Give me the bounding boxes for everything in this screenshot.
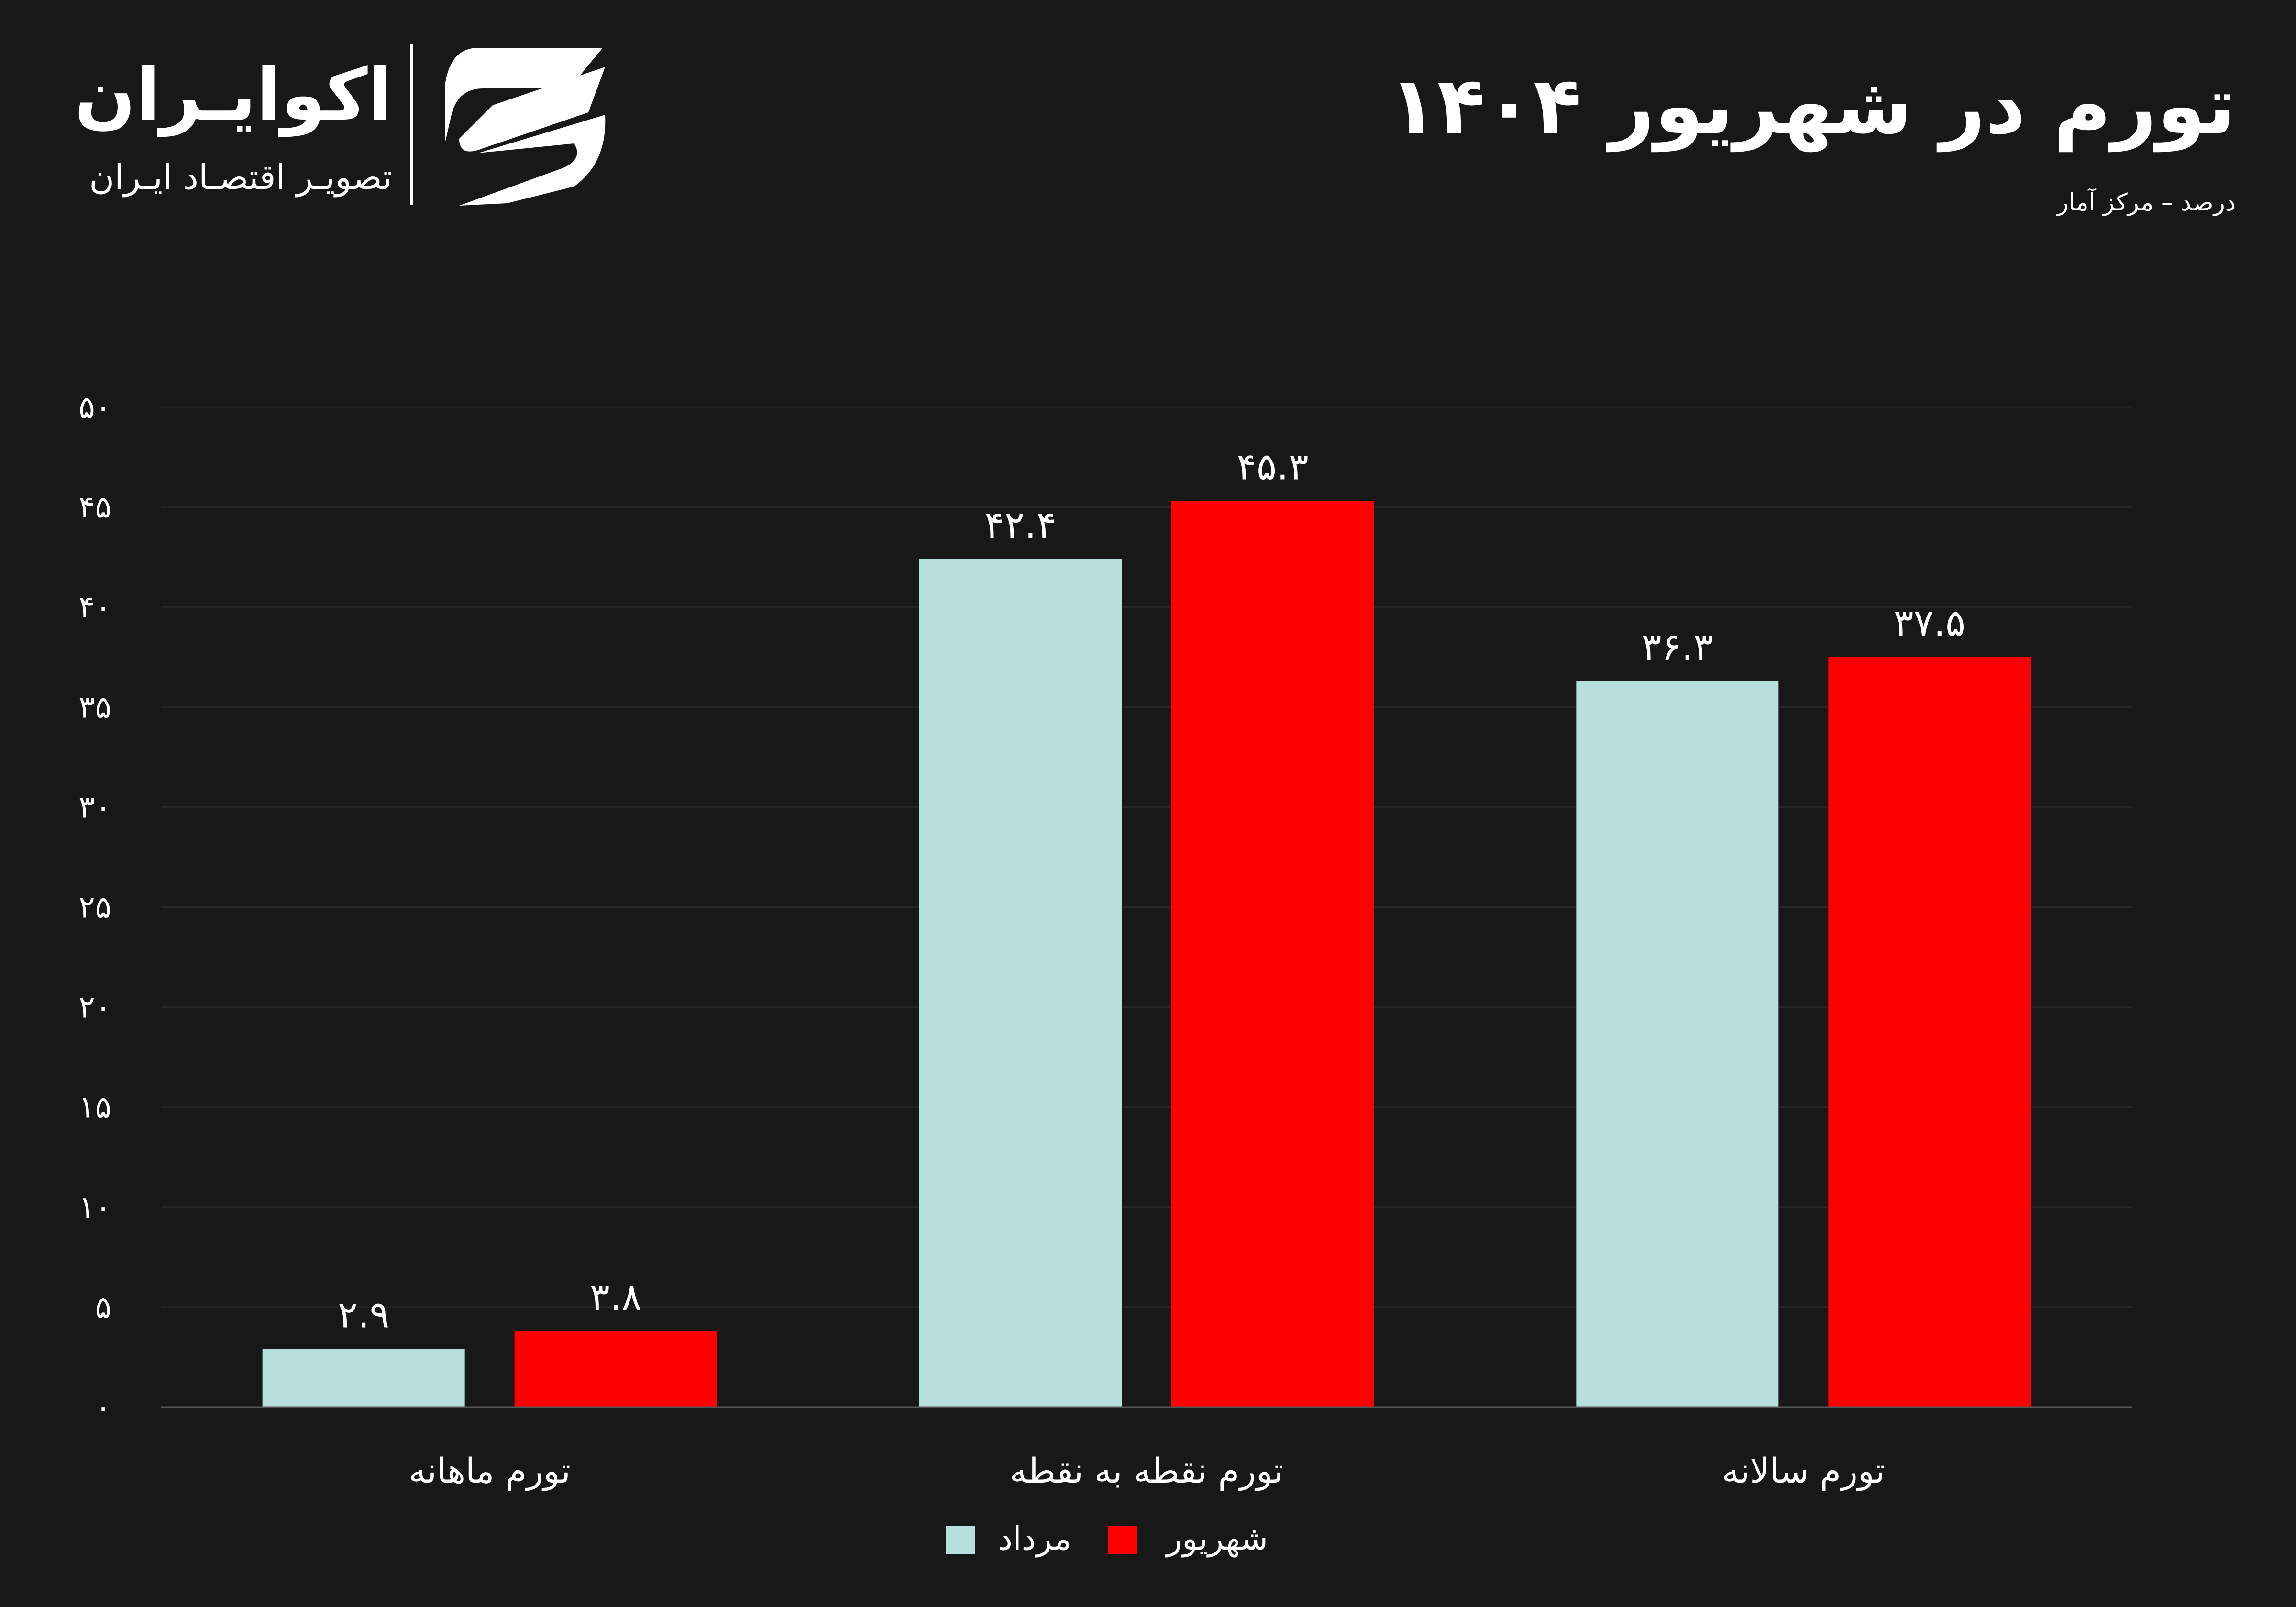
y-axis: ۰ ۵ ۱۰ ۱۵ ۲۰ ۲۵ ۳۰ ۳۵ ۴۰ ۴۵ ۵۰ [78,390,111,1425]
logo-name: اکوایـران [75,54,392,137]
value-label: ۲.۹ [338,1294,390,1337]
legend-item-shahrivar[interactable]: شهریور [1108,1520,1268,1558]
bar-shahrivar[interactable] [1828,657,2031,1407]
gridlines [161,406,2132,1308]
bar-shahrivar[interactable] [514,1331,717,1407]
y-tick-label: ۱۰ [78,1190,111,1225]
y-tick-label: ۲۵ [78,890,111,925]
value-label: ۳۶.۳ [1642,626,1713,669]
bar-mordad[interactable] [919,559,1122,1407]
legend-label-shahrivar: شهریور [1165,1520,1268,1558]
bar-mordad[interactable] [1576,681,1779,1407]
chart-subtitle: درصد – مرکز آمار [2055,188,2236,216]
logo-mark-icon [445,48,606,206]
x-tick-label: تورم نقطه به نقطه [1010,1451,1283,1491]
legend-swatch-mordad [946,1526,975,1554]
logo-tagline: تصویـر اقتصـاد ایـران [89,157,392,198]
value-label: ۳۷.۵ [1894,602,1965,645]
legend-label-mordad: مرداد [998,1520,1071,1558]
bar-shahrivar[interactable] [1171,501,1374,1407]
value-labels: ۲.۹ ۳.۸ ۴۲.۴ ۴۵.۳ ۳۶.۳ ۳۷.۵ [338,446,1965,1337]
chart-title: تورم در شهریور ۱۴۰۴ [1389,60,2236,153]
legend-item-mordad[interactable]: مرداد [946,1520,1071,1558]
y-tick-label: ۲۰ [78,990,111,1025]
legend-swatch-shahrivar [1108,1526,1137,1554]
x-tick-label: تورم سالانه [1722,1451,1885,1491]
y-tick-label: ۳۰ [78,790,111,825]
y-tick-label: ۴۰ [78,590,111,625]
y-tick-label: ۵۰ [78,390,111,425]
logo-divider [410,44,413,205]
bar-mordad[interactable] [262,1349,465,1407]
value-label: ۴۵.۳ [1236,446,1308,489]
y-tick-label: ۴۵ [78,490,111,525]
x-tick-label: تورم ماهانه [408,1451,571,1491]
y-tick-label: ۵ [95,1290,111,1325]
logo: اکوایـران تصویـر اقتصـاد ایـران [75,44,606,206]
y-tick-label: ۱۵ [78,1090,111,1125]
value-label: ۳.۸ [590,1276,642,1319]
legend: مرداد شهریور [946,1520,1268,1558]
x-axis: تورم ماهانه تورم نقطه به نقطه تورم سالانه [408,1451,1885,1491]
bars [262,501,2031,1407]
value-label: ۴۲.۴ [984,504,1056,547]
y-tick-label: ۰ [95,1390,111,1425]
y-tick-label: ۳۵ [78,690,111,725]
